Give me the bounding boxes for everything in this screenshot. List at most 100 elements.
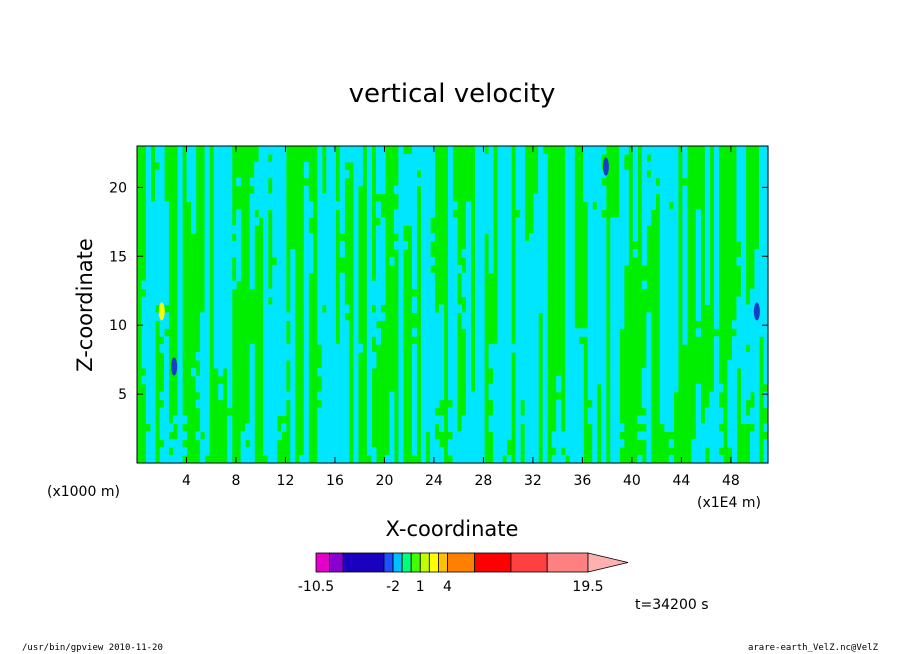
field-cell-negative xyxy=(731,391,738,401)
field-cell-negative xyxy=(758,328,765,337)
field-cell-negative xyxy=(254,161,260,171)
field-cell-negative xyxy=(713,407,720,417)
field-cell-negative xyxy=(659,320,665,329)
field-cell-negative xyxy=(281,312,287,321)
field-cell-negative xyxy=(511,344,517,353)
field-cell-negative xyxy=(592,439,598,448)
field-cell-negative xyxy=(366,336,372,345)
field-cell-negative xyxy=(479,336,485,345)
field-cell-negative xyxy=(191,201,197,210)
field-cell-negative xyxy=(281,280,287,290)
field-cell-negative xyxy=(682,201,688,210)
field-cell-negative xyxy=(592,264,598,274)
field-cell-negative xyxy=(380,146,386,155)
field-cell-negative xyxy=(335,383,341,393)
field-cell-negative xyxy=(155,264,161,274)
field-cell-negative xyxy=(339,288,345,298)
field-cell-negative xyxy=(542,304,548,314)
field-cell-negative xyxy=(488,264,494,274)
field-cell-negative xyxy=(326,352,332,361)
field-cell-negative xyxy=(321,344,327,353)
field-cell-negative xyxy=(249,272,255,282)
field-cell-negative xyxy=(578,367,584,377)
field-cell-negative xyxy=(429,328,436,337)
field-cell-negative xyxy=(488,185,494,195)
field-cell-negative xyxy=(497,249,503,258)
field-cell-negative xyxy=(533,391,539,401)
field-cell-negative xyxy=(452,383,458,393)
field-cell-negative xyxy=(664,359,670,369)
field-cell-negative xyxy=(466,367,472,377)
field-cell-negative xyxy=(200,415,206,424)
field-cell-negative xyxy=(245,431,251,440)
field-cell-negative xyxy=(236,256,242,266)
field-cell-negative xyxy=(587,249,593,258)
field-cell-negative xyxy=(569,415,575,424)
field-cell-negative xyxy=(515,375,521,385)
field-cell-negative xyxy=(578,391,584,401)
field-cell-negative xyxy=(245,447,251,456)
field-cell-negative xyxy=(326,407,332,417)
field-cell-negative xyxy=(173,447,179,456)
field-cell-negative xyxy=(249,233,255,242)
field-cell-negative xyxy=(326,415,332,424)
field-cell-negative xyxy=(164,233,170,242)
field-cell-negative xyxy=(704,193,711,203)
field-cell-negative xyxy=(204,312,210,321)
field-cell-negative xyxy=(177,304,183,314)
field-cell-negative xyxy=(506,185,512,195)
field-cell-negative xyxy=(429,399,436,409)
field-cell-negative xyxy=(146,177,152,187)
field-cell-negative xyxy=(569,391,575,401)
field-cell-negative xyxy=(321,407,327,417)
field-cell-negative xyxy=(150,312,156,321)
field-cell-negative xyxy=(506,399,512,409)
field-cell-negative xyxy=(213,241,219,250)
field-cell-negative xyxy=(583,177,589,187)
field-cell-negative xyxy=(673,185,679,195)
field-cell-negative xyxy=(695,312,701,321)
field-cell-negative xyxy=(398,185,404,195)
field-cell-negative xyxy=(529,344,535,353)
field-cell-negative xyxy=(587,312,593,321)
field-cell-negative xyxy=(452,201,458,210)
field-cell-negative xyxy=(587,256,593,266)
field-cell-negative xyxy=(249,209,255,218)
field-cell-negative xyxy=(515,225,521,234)
field-cell-negative xyxy=(452,415,458,424)
field-cell-negative xyxy=(263,241,269,250)
field-cell-negative xyxy=(222,256,228,266)
field-cell-negative xyxy=(623,249,629,258)
field-cell-negative xyxy=(668,304,674,314)
field-cell-negative xyxy=(475,359,481,369)
field-cell-negative xyxy=(353,217,359,226)
field-cell-negative xyxy=(263,447,269,456)
field-cell-negative xyxy=(758,153,765,163)
field-cell-negative xyxy=(614,264,620,274)
field-cell-negative xyxy=(452,431,458,440)
field-cell-negative xyxy=(452,407,458,417)
field-cell-negative xyxy=(146,328,152,337)
chart-title: vertical velocity xyxy=(349,79,556,109)
field-cell-negative xyxy=(520,201,526,210)
field-cell-negative xyxy=(466,225,472,234)
field-cell-negative xyxy=(339,336,345,345)
field-cell-negative xyxy=(290,423,296,432)
field-cell-negative xyxy=(592,169,598,179)
field-cell-negative xyxy=(515,256,521,266)
field-cell-negative xyxy=(506,312,512,321)
field-cell-negative xyxy=(569,344,575,353)
field-cell-negative xyxy=(330,185,336,195)
field-cell-negative xyxy=(664,375,670,385)
field-cell-negative xyxy=(641,217,647,226)
field-cell-negative xyxy=(569,439,575,448)
field-cell-negative xyxy=(276,367,282,377)
field-cell-negative xyxy=(429,304,436,314)
field-cell-negative xyxy=(497,209,503,218)
field-cell-negative xyxy=(592,296,598,306)
field-cell-negative xyxy=(515,431,521,440)
field-cell-negative xyxy=(227,146,233,155)
field-cell-negative xyxy=(515,344,521,353)
field-cell-negative xyxy=(263,280,269,290)
field-cell-negative xyxy=(146,169,152,179)
